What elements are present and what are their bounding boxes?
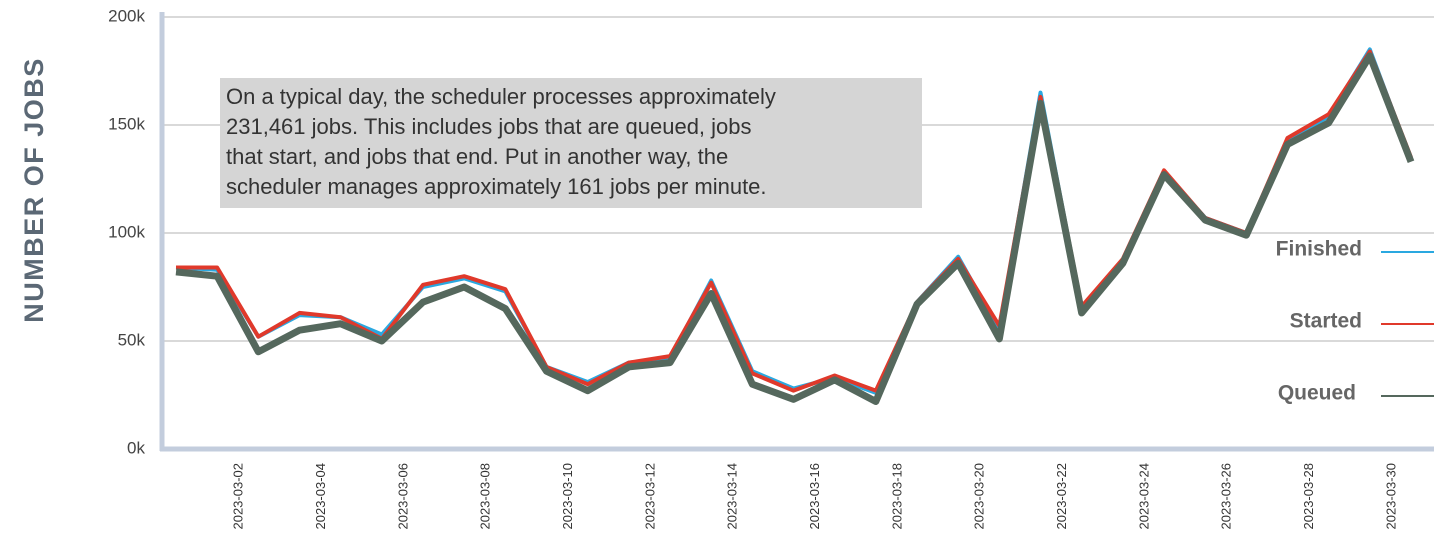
x-tick-label: 2023-03-16	[807, 463, 822, 530]
x-tick-label: 2023-03-22	[1054, 463, 1069, 530]
y-tick-label: 0k	[127, 438, 145, 457]
legend-label: Started	[1290, 310, 1362, 333]
y-tick-label: 50k	[118, 330, 146, 349]
x-tick-label: 2023-03-06	[395, 463, 410, 530]
y-axis-title: NUMBER OF JOBS	[19, 57, 49, 323]
x-tick-label: 2023-03-18	[889, 463, 904, 530]
x-tick-label: 2023-03-04	[313, 463, 328, 530]
x-tick-label: 2023-03-02	[231, 463, 246, 530]
series-line	[175, 52, 1415, 405]
x-tick-label: 2023-03-24	[1136, 463, 1151, 530]
y-tick-label: 150k	[108, 114, 145, 133]
legend-label: Queued	[1278, 382, 1356, 405]
annotation-text: 231,461 jobs. This includes jobs that ar…	[226, 114, 752, 139]
annotation-box	[220, 78, 922, 208]
x-tick-label: 2023-03-30	[1383, 463, 1398, 530]
annotation-text: On a typical day, the scheduler processe…	[226, 84, 776, 109]
x-tick-label: 2023-03-08	[478, 463, 493, 530]
annotation-text: that start, and jobs that end. Put in an…	[226, 144, 728, 169]
y-tick-label: 100k	[108, 222, 145, 241]
x-tick-label: 2023-03-20	[972, 463, 987, 530]
y-tick-label: 200k	[108, 6, 145, 25]
x-tick-label: 2023-03-26	[1219, 463, 1234, 530]
annotation-text: scheduler manages approximately 161 jobs…	[226, 174, 767, 199]
x-tick-label: 2023-03-14	[725, 463, 740, 530]
x-tick-label: 2023-03-10	[560, 463, 575, 530]
x-tick-label: 2023-03-28	[1301, 463, 1316, 530]
legend-label: Finished	[1276, 238, 1362, 261]
x-tick-label: 2023-03-12	[642, 463, 657, 530]
